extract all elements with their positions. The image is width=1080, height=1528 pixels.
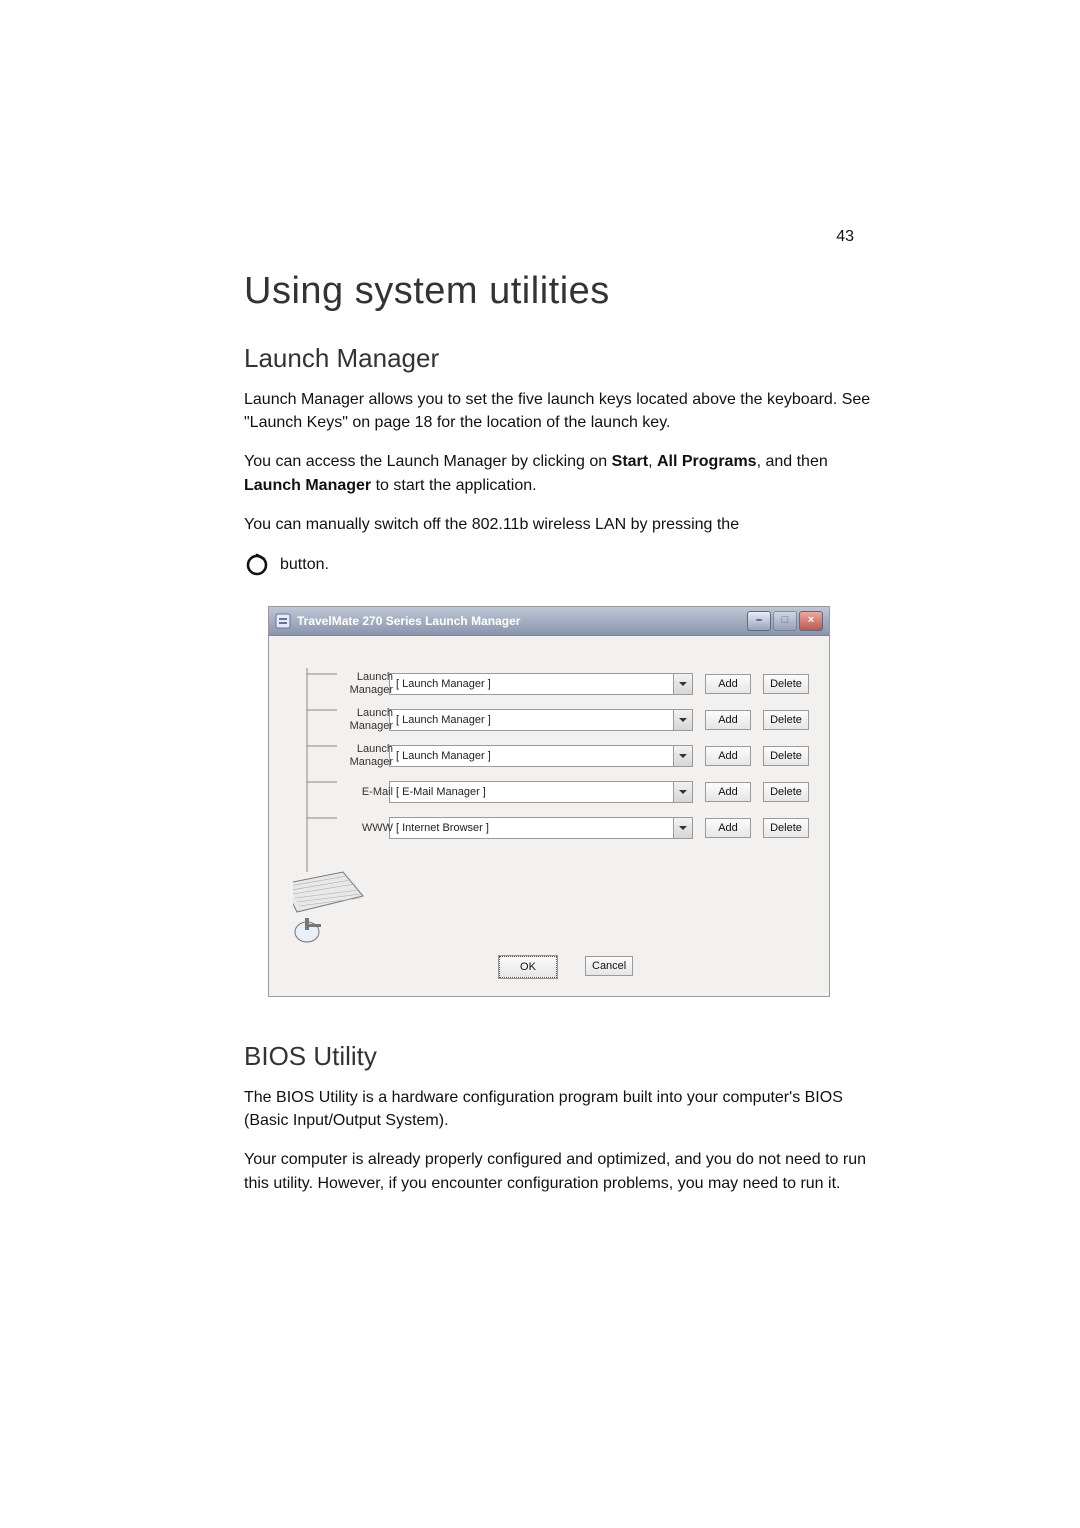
bold-launch-manager: Launch Manager [244, 477, 371, 494]
dialog-body: LaunchManager[ Launch Manager ]AddDelete… [269, 636, 829, 996]
close-button[interactable]: × [799, 611, 823, 631]
launch-row: LaunchManager[ Launch Manager ]AddDelete [389, 738, 809, 774]
chevron-down-icon[interactable] [673, 746, 692, 766]
app-icon [275, 613, 291, 629]
add-button[interactable]: Add [705, 818, 751, 838]
add-button[interactable]: Add [705, 782, 751, 802]
wireless-button-line: button. [244, 552, 880, 578]
text-run: You can access the Launch Manager by cli… [244, 453, 612, 470]
paragraph-lm-3: You can manually switch off the 802.11b … [244, 513, 880, 536]
chevron-down-icon[interactable] [673, 782, 692, 802]
document-page: 43 Using system utilities Launch Manager… [0, 0, 1080, 1528]
dialog-title: TravelMate 270 Series Launch Manager [297, 614, 745, 628]
launch-rows: LaunchManager[ Launch Manager ]AddDelete… [389, 666, 809, 846]
cancel-button[interactable]: Cancel [585, 956, 633, 976]
section-title-bios: BIOS Utility [244, 1041, 880, 1072]
section-title-launch-manager: Launch Manager [244, 343, 880, 374]
launch-row-label: LaunchManager [313, 743, 393, 768]
launch-key-combobox[interactable]: [ Launch Manager ] [389, 709, 693, 731]
launch-key-combobox[interactable]: [ Internet Browser ] [389, 817, 693, 839]
launch-row: WWW[ Internet Browser ]AddDelete [389, 810, 809, 846]
launch-row-label: WWW [313, 822, 393, 835]
minimize-button[interactable]: – [747, 611, 771, 631]
add-button[interactable]: Add [705, 710, 751, 730]
page-number: 43 [836, 228, 854, 246]
launch-row: LaunchManager[ Launch Manager ]AddDelete [389, 666, 809, 702]
page-title: Using system utilities [244, 270, 880, 313]
launch-row: E-Mail[ E-Mail Manager ]AddDelete [389, 774, 809, 810]
text-run: , and then [757, 453, 828, 470]
add-button[interactable]: Add [705, 674, 751, 694]
launch-row-label: LaunchManager [313, 671, 393, 696]
paragraph-bios-1: The BIOS Utility is a hardware configura… [244, 1086, 880, 1132]
bold-all-programs: All Programs [657, 453, 757, 470]
ok-button[interactable]: OK [499, 956, 557, 978]
text-run: , [648, 453, 657, 470]
delete-button[interactable]: Delete [763, 782, 809, 802]
paragraph-lm-1: Launch Manager allows you to set the fiv… [244, 388, 880, 434]
wireless-icon [244, 552, 270, 578]
paragraph-lm-2: You can access the Launch Manager by cli… [244, 450, 880, 496]
launch-key-combobox[interactable]: [ Launch Manager ] [389, 745, 693, 767]
maximize-button[interactable]: □ [773, 611, 797, 631]
combobox-value: [ Launch Manager ] [396, 750, 673, 762]
launch-key-combobox[interactable]: [ Launch Manager ] [389, 673, 693, 695]
dialog-bottom-buttons: OK Cancel [499, 956, 633, 978]
add-button[interactable]: Add [705, 746, 751, 766]
launch-key-combobox[interactable]: [ E-Mail Manager ] [389, 781, 693, 803]
combobox-value: [ Launch Manager ] [396, 678, 673, 690]
delete-button[interactable]: Delete [763, 746, 809, 766]
paragraph-bios-2: Your computer is already properly config… [244, 1148, 880, 1194]
launch-row: LaunchManager[ Launch Manager ]AddDelete [389, 702, 809, 738]
chevron-down-icon[interactable] [673, 818, 692, 838]
bold-start: Start [612, 453, 648, 470]
combobox-value: [ E-Mail Manager ] [396, 786, 673, 798]
page-content: Using system utilities Launch Manager La… [244, 270, 880, 1211]
text-run: to start the application. [371, 477, 536, 494]
delete-button[interactable]: Delete [763, 710, 809, 730]
combobox-value: [ Internet Browser ] [396, 822, 673, 834]
keyboard-connector-graphic [293, 662, 383, 952]
launch-row-label: E-Mail [313, 786, 393, 799]
combobox-value: [ Launch Manager ] [396, 714, 673, 726]
chevron-down-icon[interactable] [673, 674, 692, 694]
delete-button[interactable]: Delete [763, 818, 809, 838]
text-run: button. [280, 556, 329, 574]
chevron-down-icon[interactable] [673, 710, 692, 730]
dialog-titlebar[interactable]: TravelMate 270 Series Launch Manager – □… [269, 607, 829, 636]
delete-button[interactable]: Delete [763, 674, 809, 694]
launch-row-label: LaunchManager [313, 707, 393, 732]
launch-manager-dialog: TravelMate 270 Series Launch Manager – □… [268, 606, 830, 997]
